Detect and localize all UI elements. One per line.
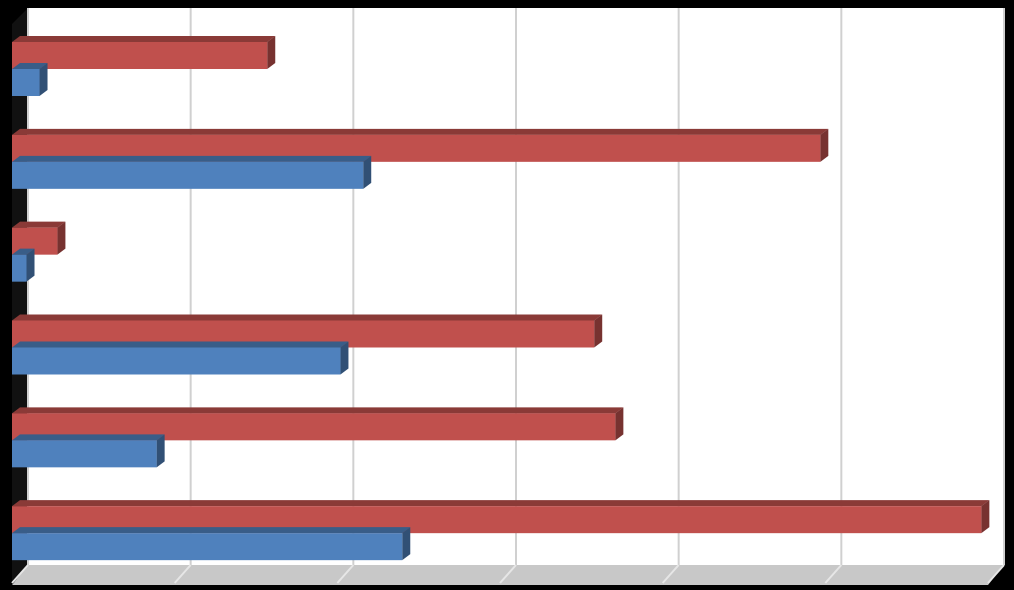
bar: [12, 347, 341, 375]
bar-side: [340, 341, 349, 375]
floor-grid-line: [499, 564, 517, 584]
bar-side: [57, 221, 66, 255]
bar-side: [156, 434, 165, 468]
bar-side: [820, 128, 829, 162]
bar: [12, 161, 364, 189]
bar-top: [12, 248, 35, 255]
bar-top: [12, 434, 165, 441]
bar-top: [12, 36, 276, 42]
bar-side: [402, 527, 411, 561]
bar-top: [12, 341, 349, 348]
floor-grid-line: [661, 564, 680, 584]
floor-grid-line: [336, 564, 355, 584]
bar-side: [39, 63, 48, 96]
bar-side: [26, 248, 35, 282]
bar-side: [594, 314, 603, 348]
bar: [12, 440, 157, 468]
bar-top: [12, 128, 829, 135]
floor-grid-line: [11, 564, 29, 584]
bar-top: [12, 314, 603, 321]
bar: [12, 42, 268, 69]
bar-side: [267, 36, 276, 69]
bar-top: [12, 527, 411, 534]
bar-side: [363, 155, 372, 189]
bar-side: [615, 407, 624, 441]
bar: [12, 69, 40, 96]
bar-top: [12, 500, 990, 507]
bar-top: [12, 221, 66, 228]
bar: [12, 254, 27, 282]
bar-top: [12, 63, 48, 69]
bar-side: [981, 500, 990, 534]
bar: [12, 533, 403, 561]
floor-grid-line: [824, 564, 843, 584]
bar-top: [12, 155, 372, 162]
floor-grid-line: [173, 564, 192, 584]
bar-top: [12, 407, 624, 414]
floor-grid-line: [987, 564, 1005, 584]
